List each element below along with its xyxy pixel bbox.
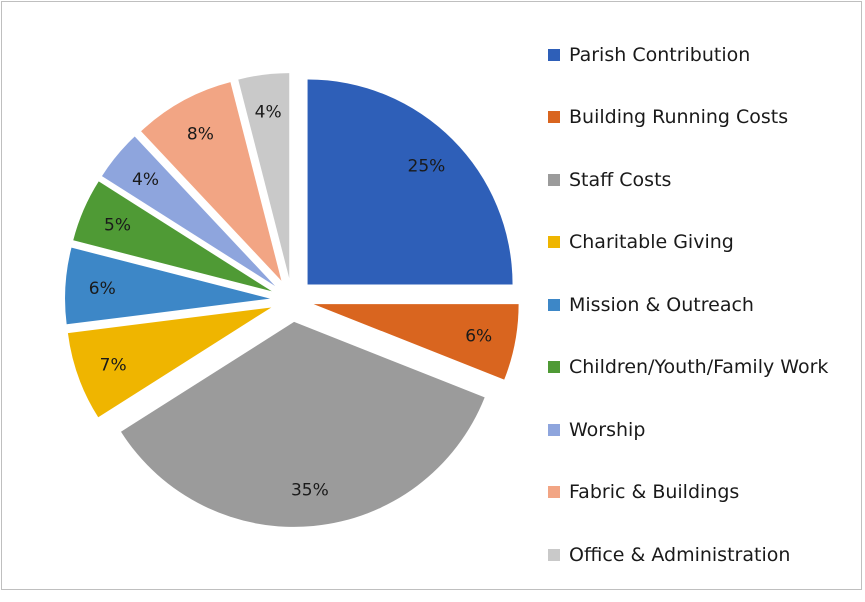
pie-slice	[307, 79, 513, 285]
pie-slice	[101, 136, 276, 286]
slice-data-label: 4%	[132, 170, 159, 190]
slice-data-label: 7%	[100, 355, 127, 375]
legend-swatch	[548, 486, 560, 498]
legend-swatch	[548, 361, 560, 373]
legend-swatch	[548, 423, 560, 436]
slice-data-label: 35%	[291, 480, 329, 500]
pie-slice	[65, 247, 271, 325]
legend-item: Parish Contribution	[548, 39, 828, 70]
legend-label: Children/Youth/Family Work	[569, 356, 829, 378]
legend-item: Fabric & Buildings	[548, 477, 828, 508]
pie-chart: 25% 6% 35% 7% 6% 5% 4% 8% 4%	[65, 73, 519, 527]
legend-item: Mission & Outreach	[548, 289, 828, 320]
legend-item: Charitable Giving	[548, 227, 828, 258]
pie-slice	[120, 321, 485, 527]
slice-data-label: 25%	[408, 157, 446, 177]
pie-slice	[313, 304, 519, 380]
legend-item: Staff Costs	[548, 164, 828, 195]
slice-data-label: 6%	[465, 327, 492, 347]
slice-data-label: 6%	[89, 279, 116, 299]
legend-item: Building Running Costs	[548, 102, 828, 133]
legend-label: Staff Costs	[569, 168, 672, 191]
pie-slice	[73, 181, 272, 292]
slice-data-label: 4%	[255, 102, 282, 122]
pie-slice	[141, 82, 282, 281]
legend-swatch	[548, 173, 560, 186]
legend-label: Office & Administration	[569, 543, 791, 566]
legend-item: Worship	[548, 414, 828, 445]
legend-label: Building Running Costs	[569, 106, 789, 128]
pie-slice	[67, 307, 272, 418]
legend-label: Charitable Giving	[569, 231, 734, 253]
legend: Parish Contribution Building Running Cos…	[548, 39, 828, 602]
chart-frame: 25% 6% 35% 7% 6% 5% 4% 8% 4% Parish Contribution…	[1, 1, 862, 590]
pie-slice	[238, 73, 290, 279]
legend-swatch	[548, 48, 560, 61]
legend-label: Fabric & Buildings	[569, 481, 740, 503]
legend-label: Parish Contribution	[569, 43, 751, 66]
legend-swatch	[548, 548, 560, 561]
legend-swatch	[548, 111, 560, 123]
legend-item: Children/Youth/Family Work	[548, 352, 828, 383]
slice-data-label: 8%	[187, 124, 214, 144]
legend-item: Office & Administration	[548, 539, 828, 570]
legend-swatch	[548, 236, 560, 248]
legend-swatch	[548, 298, 560, 311]
slice-data-label: 5%	[104, 216, 131, 236]
legend-label: Mission & Outreach	[569, 293, 754, 316]
legend-label: Worship	[569, 418, 646, 441]
